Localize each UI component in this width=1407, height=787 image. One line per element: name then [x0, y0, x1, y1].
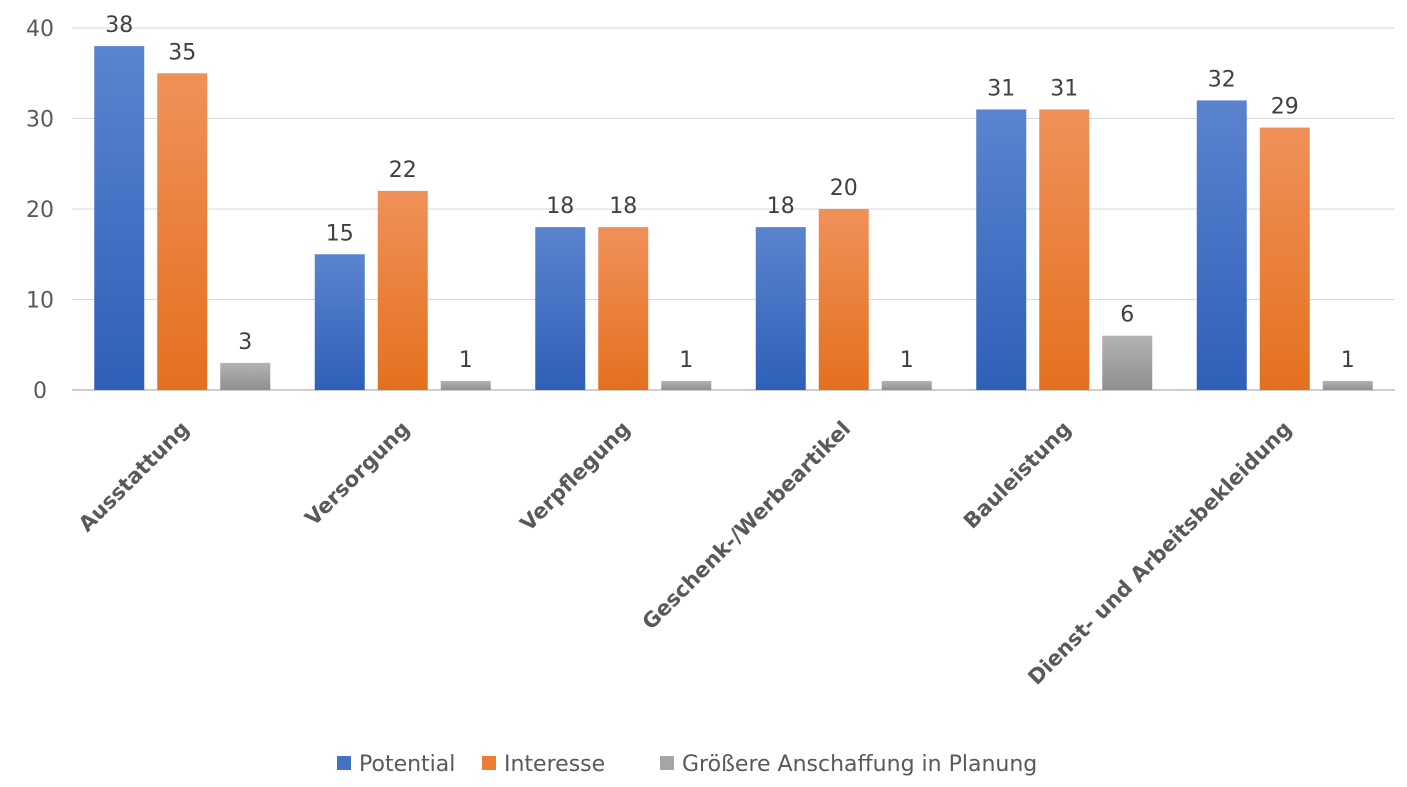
data-label: 20 [830, 176, 858, 201]
y-tick-label: 10 [26, 289, 54, 314]
bar-interesse [598, 227, 649, 390]
bar-potential [976, 109, 1027, 390]
bars [94, 46, 1373, 391]
category-label: Ausstattung [74, 417, 194, 537]
data-label: 18 [546, 194, 574, 219]
data-label: 32 [1208, 67, 1236, 92]
bar-interesse [377, 190, 428, 390]
legend-item: Interesse [482, 752, 605, 777]
bar-gr-ere-anschaffung-in-planung [661, 380, 712, 390]
data-label: 29 [1271, 95, 1299, 120]
category-label: Verpflegung [516, 417, 635, 536]
y-tick-label: 30 [26, 108, 54, 133]
legend-item: Größere Anschaffung in Planung [660, 752, 1037, 777]
data-label: 35 [168, 40, 196, 65]
bar-interesse [1259, 127, 1310, 391]
bar-gr-ere-anschaffung-in-planung [220, 362, 271, 390]
bar-gr-ere-anschaffung-in-planung [1322, 380, 1373, 390]
bar-interesse [157, 73, 208, 390]
category-label: Dienst- und Arbeitsbekleidung [1023, 417, 1296, 690]
y-tick-label: 20 [26, 198, 54, 223]
legend-label: Größere Anschaffung in Planung [682, 752, 1037, 777]
bar-potential [94, 46, 145, 390]
data-label: 18 [609, 194, 637, 219]
legend-swatch [337, 756, 351, 770]
legend-swatch [482, 756, 496, 770]
bar-gr-ere-anschaffung-in-planung [440, 380, 491, 390]
data-label: 15 [326, 221, 354, 246]
data-label: 1 [900, 348, 914, 373]
legend-item: Potential [337, 752, 455, 777]
gridlines [72, 27, 1395, 391]
legend-label: Interesse [504, 752, 605, 777]
data-label: 3 [238, 330, 252, 355]
bar-gr-ere-anschaffung-in-planung [881, 380, 932, 390]
y-axis-ticks: 0 10 20 30 40 [26, 17, 54, 404]
bar-gr-ere-anschaffung-in-planung [1102, 335, 1153, 390]
bar-potential [535, 227, 586, 390]
legend-swatch [660, 756, 674, 770]
category-labels: Ausstattung Versorgung Verpflegung Geschenk… [74, 417, 1296, 690]
data-label: 18 [767, 194, 795, 219]
data-label: 1 [679, 348, 693, 373]
bar-interesse [1039, 109, 1090, 390]
bar-interesse [818, 209, 869, 390]
bar-potential [755, 227, 806, 390]
data-labels: 38 35 3 15 22 1 18 18 1 18 20 1 31 31 6 32 29 1 [105, 13, 1355, 373]
data-label: 1 [1341, 348, 1355, 373]
category-label: Versorgung [300, 417, 414, 531]
data-label: 22 [389, 158, 417, 183]
data-label: 31 [987, 76, 1015, 101]
data-label: 1 [459, 348, 473, 373]
legend-label: Potential [359, 752, 455, 777]
bar-potential [314, 254, 365, 390]
category-label: Geschenk-/Werbeartikel [638, 417, 856, 635]
legend: Potential Interesse Größere Anschaffung in… [337, 752, 1037, 777]
data-label: 38 [105, 13, 133, 38]
category-label: Bauleistung [959, 417, 1076, 534]
y-tick-label: 40 [26, 17, 54, 42]
y-tick-label: 0 [33, 379, 47, 404]
data-label: 31 [1050, 76, 1078, 101]
bar-potential [1196, 100, 1247, 391]
data-label: 6 [1120, 303, 1134, 328]
